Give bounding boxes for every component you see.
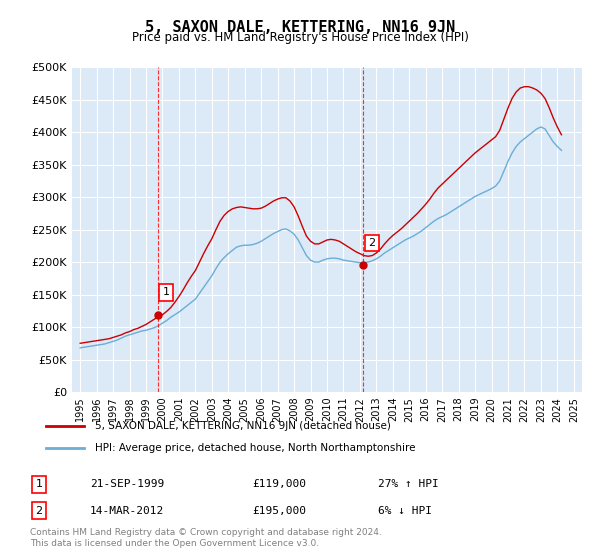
Text: £195,000: £195,000: [252, 506, 306, 516]
Text: 5, SAXON DALE, KETTERING, NN16 9JN (detached house): 5, SAXON DALE, KETTERING, NN16 9JN (deta…: [95, 421, 391, 431]
Text: Price paid vs. HM Land Registry's House Price Index (HPI): Price paid vs. HM Land Registry's House …: [131, 31, 469, 44]
Text: 2: 2: [368, 238, 376, 248]
Text: 5, SAXON DALE, KETTERING, NN16 9JN: 5, SAXON DALE, KETTERING, NN16 9JN: [145, 20, 455, 35]
Text: £119,000: £119,000: [252, 479, 306, 489]
Text: 27% ↑ HPI: 27% ↑ HPI: [378, 479, 439, 489]
Text: HPI: Average price, detached house, North Northamptonshire: HPI: Average price, detached house, Nort…: [95, 443, 415, 453]
Text: 2: 2: [35, 506, 43, 516]
Text: 1: 1: [163, 287, 170, 297]
Text: 14-MAR-2012: 14-MAR-2012: [90, 506, 164, 516]
Text: 6% ↓ HPI: 6% ↓ HPI: [378, 506, 432, 516]
Text: 21-SEP-1999: 21-SEP-1999: [90, 479, 164, 489]
Text: Contains HM Land Registry data © Crown copyright and database right 2024.
This d: Contains HM Land Registry data © Crown c…: [30, 528, 382, 548]
Text: 1: 1: [35, 479, 43, 489]
